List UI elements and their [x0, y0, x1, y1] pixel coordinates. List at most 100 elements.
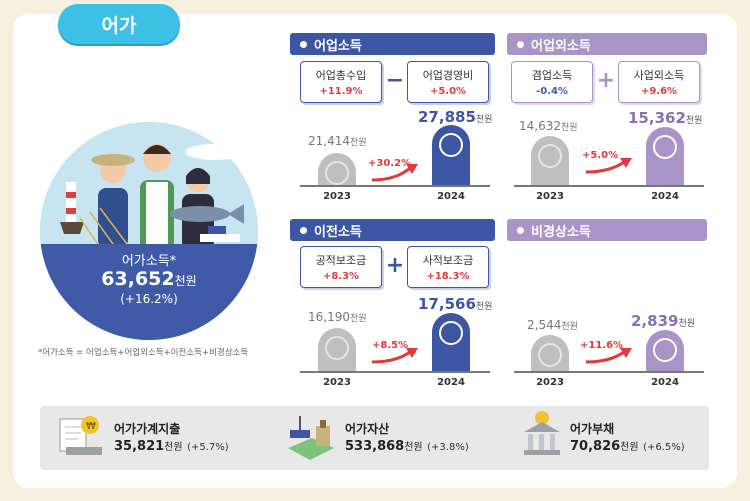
irregular-curr-value: 2,839천원 [631, 312, 695, 330]
unit-text: 천원 [685, 116, 703, 126]
unit-text: 천원 [350, 314, 367, 324]
year-label: 2023 [536, 377, 564, 388]
sub-fishing-cost: 어업경영비 +5.0% [407, 61, 489, 103]
year-label: 2023 [323, 377, 351, 388]
header-fishing-title: 어업소득 [314, 38, 362, 54]
fish-icon [439, 133, 463, 157]
year-label: 2024 [437, 191, 465, 202]
bullet-icon [300, 226, 307, 234]
baseline [300, 371, 490, 373]
transfer-curr-value: 17,566천원 [418, 295, 492, 313]
baseline [514, 185, 704, 187]
unit-text: 천원 [561, 322, 578, 332]
arrow-up-icon [371, 348, 418, 364]
year-label: 2024 [651, 191, 679, 202]
assets-label: 어가자산 [345, 422, 390, 436]
fishing-growth: +30.2% [368, 158, 412, 169]
sub-label: 어업경영비 [422, 69, 474, 82]
transfer-growth: +8.5% [372, 340, 409, 351]
sub-change: +8.3% [322, 271, 360, 282]
unit-text: 천원 [350, 138, 367, 148]
expense-label: 어가가계지출 [114, 422, 181, 436]
household-unit: 천원 [174, 274, 197, 288]
transfer-curr-bar [432, 313, 470, 371]
bank-debt-icon [524, 411, 560, 455]
year-label: 2023 [323, 191, 351, 202]
fish-icon [439, 321, 463, 345]
fishing-curr-value: 27,885천원 [418, 108, 492, 126]
bullet-icon [517, 40, 524, 48]
header-irregular-income: 비경상소득 [507, 219, 707, 241]
boat-assets-icon [288, 416, 334, 460]
bullet-icon [517, 226, 524, 234]
debt-label: 어가부채 [570, 422, 615, 436]
sub-private-subsidy: 사적보조금 +18.3% [407, 246, 489, 288]
nonfishing-prev-value: 14,632천원 [519, 119, 578, 133]
unit-text: 천원 [475, 302, 493, 312]
sub-label: 사업외소득 [633, 69, 685, 82]
fishing-curr-bar [432, 125, 470, 185]
unit-text: 천원 [678, 319, 696, 329]
tab-title: 어가 [58, 4, 180, 44]
value-text: 15,362 [628, 109, 686, 127]
value-text: 27,885 [418, 108, 476, 126]
arrow-up-icon [371, 164, 418, 182]
arrow-up-icon [585, 348, 632, 364]
sub-change: +11.9% [319, 86, 363, 97]
irregular-growth: +11.6% [580, 340, 624, 351]
fish-icon [325, 336, 349, 360]
value-text: 2,839 [631, 312, 679, 330]
sub-side-business: 겸업소득 -0.4% [511, 61, 593, 103]
year-label: 2024 [651, 377, 679, 388]
sub-change: +5.0% [429, 86, 467, 97]
debt-value-row: 70,826천원 (+6.5%) [570, 438, 685, 454]
sub-non-business: 사업외소득 +9.6% [618, 61, 700, 103]
household-label: 어가소득* [121, 254, 177, 269]
sub-label: 어업총수입 [315, 69, 367, 82]
arrow-up-icon [585, 158, 632, 174]
sub-label: 사적보조금 [422, 254, 474, 267]
household-illustration: 어가소득* 63,652천원 (+16.2%) [40, 122, 258, 340]
summary-bar [40, 406, 709, 470]
transfer-prev-value: 16,190천원 [308, 310, 367, 324]
nonfishing-curr-bar [646, 127, 684, 185]
sub-fishing-revenue: 어업총수입 +11.9% [300, 61, 382, 103]
header-fishing-income: 어업소득 [290, 33, 495, 55]
expense-value: 35,821 [114, 439, 165, 454]
debt-change: (+6.5%) [643, 442, 685, 453]
fish-icon [538, 144, 562, 168]
unit-text: 천원 [475, 115, 493, 125]
sub-change: +9.6% [640, 86, 678, 97]
plus-operator: + [596, 68, 616, 93]
plus-operator: + [385, 253, 405, 278]
sub-public-subsidy: 공적보조금 +8.3% [300, 246, 382, 288]
irregular-prev-bar [531, 335, 569, 371]
fishing-prev-value: 21,414천원 [308, 134, 367, 148]
nonfishing-growth: +5.0% [582, 150, 619, 161]
sub-change: -0.4% [536, 86, 568, 97]
transfer-prev-bar [318, 328, 356, 371]
household-value-row: 63,652천원 [40, 268, 258, 290]
baseline [514, 371, 704, 373]
household-value: 63,652 [101, 268, 175, 290]
sub-change: +18.3% [426, 271, 470, 282]
nonfishing-curr-value: 15,362천원 [628, 109, 702, 127]
household-change: (+16.2%) [120, 292, 178, 306]
fish-icon [653, 135, 677, 159]
year-label: 2024 [437, 377, 465, 388]
svg-text:₩: ₩ [86, 421, 96, 432]
unit-text: 천원 [164, 442, 183, 453]
tab-title-text: 어가 [101, 14, 137, 37]
assets-value: 533,868 [345, 439, 405, 454]
baseline [300, 185, 490, 187]
nonfishing-prev-bar [531, 136, 569, 185]
value-text: 16,190 [308, 310, 350, 324]
header-nonfishing-title: 어업외소득 [531, 38, 591, 54]
value-text: 21,414 [308, 134, 350, 148]
value-text: 17,566 [418, 295, 476, 313]
fish-icon [653, 338, 677, 362]
year-label: 2023 [536, 191, 564, 202]
unit-text: 천원 [404, 442, 423, 453]
expense-value-row: 35,821천원 (+5.7%) [114, 438, 229, 454]
fisher-family-illustration [40, 122, 258, 340]
